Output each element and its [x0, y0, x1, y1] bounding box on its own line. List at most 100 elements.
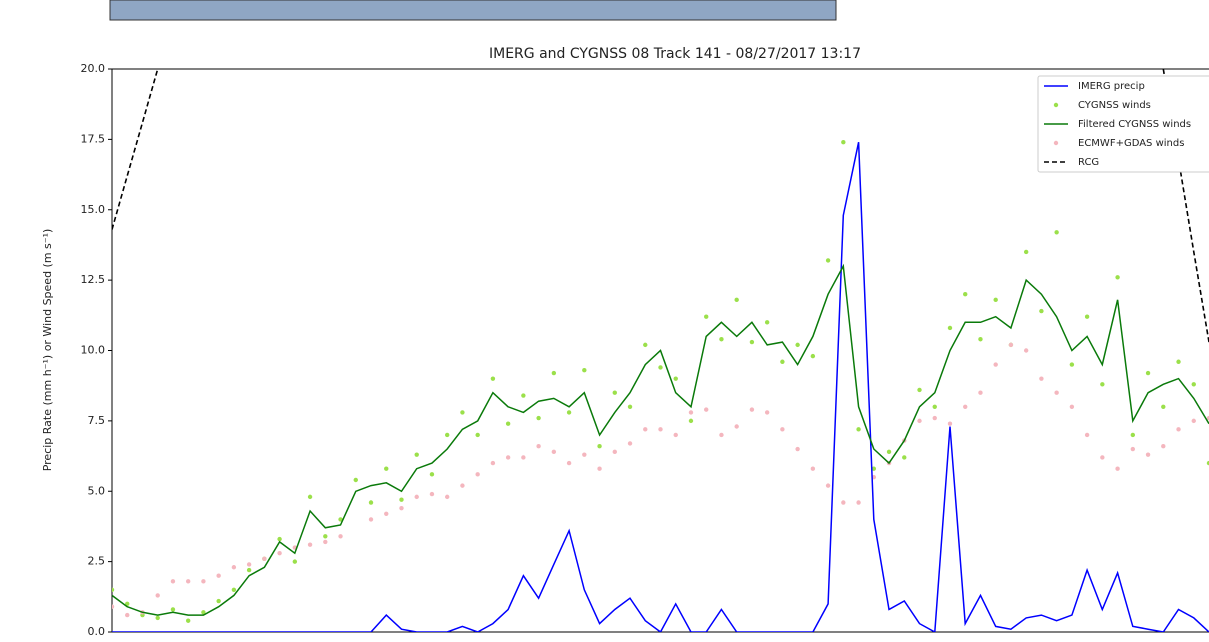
- series-dot: [597, 466, 602, 471]
- series-dot: [932, 415, 937, 421]
- series-dot: [338, 534, 343, 539]
- series-dot: [216, 573, 221, 578]
- series-dot: [231, 587, 237, 592]
- series-dot: [856, 427, 861, 432]
- series-dot: [1100, 382, 1105, 387]
- y-axis-label: Precip Rate (mm h⁻¹) or Wind Speed (m s⁻…: [41, 229, 54, 472]
- series-dot: [1084, 432, 1090, 438]
- series-dot: [323, 534, 328, 539]
- series-dot: [871, 466, 877, 471]
- series-dot: [963, 292, 968, 297]
- series-dot: [384, 511, 389, 516]
- series-dot: [963, 404, 968, 409]
- y-tick-label: 17.5: [81, 132, 106, 145]
- series-dot: [1206, 415, 1209, 421]
- series-dot: [673, 376, 678, 381]
- series-dot: [734, 424, 739, 429]
- series-dot: [795, 342, 800, 348]
- series-dot: [764, 410, 770, 415]
- series-dot: [1130, 432, 1136, 438]
- series-dot: [125, 601, 130, 607]
- series-dot: [947, 325, 953, 331]
- series-dot: [566, 460, 572, 466]
- series-dot: [490, 460, 496, 466]
- series-dot: [460, 410, 465, 415]
- series-line: [1162, 69, 1209, 343]
- series-dot: [1100, 455, 1105, 460]
- series-dot: [112, 587, 115, 592]
- series-dot: [566, 410, 572, 415]
- series-dot: [521, 455, 526, 460]
- series-dot: [505, 455, 511, 460]
- series-dot: [582, 452, 587, 457]
- series-dot: [841, 139, 846, 145]
- series-dot: [1145, 370, 1151, 376]
- series-line: [112, 69, 159, 230]
- series-dot: [201, 610, 206, 615]
- series-dot: [1161, 404, 1166, 409]
- series-dot: [734, 297, 739, 303]
- series-dot: [216, 598, 221, 604]
- series-line: [112, 142, 1209, 632]
- series-dot: [1008, 342, 1014, 348]
- series-dot: [627, 441, 633, 446]
- series-dot: [536, 444, 541, 449]
- series-dot: [1069, 404, 1075, 409]
- series-dot: [627, 404, 633, 409]
- y-tick-label: 2.5: [88, 555, 106, 568]
- series-dot: [673, 432, 678, 438]
- series-dot: [993, 362, 998, 367]
- legend-label: ECMWF+GDAS winds: [1078, 138, 1184, 149]
- series-dot: [825, 483, 831, 488]
- series-dot: [292, 559, 298, 564]
- series-dot: [551, 370, 557, 376]
- series-dot: [947, 421, 953, 426]
- series-dot: [429, 472, 435, 477]
- series-dot: [658, 427, 663, 432]
- series-dot: [1023, 249, 1029, 255]
- series-dot: [429, 491, 435, 497]
- series-dot: [917, 418, 922, 424]
- legend-label: RCG: [1078, 157, 1099, 168]
- series-dot: [262, 556, 267, 562]
- y-tick-label: 15.0: [81, 203, 106, 216]
- series-dot: [170, 607, 176, 612]
- series-dot: [490, 376, 496, 381]
- series-dot: [414, 494, 419, 500]
- series-dot: [1191, 382, 1196, 387]
- legend-label: IMERG precip: [1078, 81, 1145, 92]
- series-dot: [825, 258, 831, 263]
- series-dot: [155, 593, 160, 598]
- y-tick-label: 20.0: [81, 62, 106, 75]
- series-dot: [125, 612, 130, 618]
- series-dot: [246, 567, 252, 573]
- legend-marker: [1053, 140, 1059, 146]
- series-dot: [201, 579, 206, 584]
- series-dot: [917, 387, 922, 393]
- series-dot: [932, 404, 937, 409]
- series-dot: [1039, 308, 1044, 314]
- series-dot: [643, 427, 648, 432]
- series-dot: [1115, 466, 1120, 471]
- series-dot: [1054, 230, 1059, 235]
- series-dot: [231, 565, 237, 570]
- series-dot: [277, 536, 282, 542]
- series-dot: [719, 432, 724, 438]
- series-dot: [902, 455, 907, 460]
- series-dot: [688, 418, 694, 424]
- legend-label: CYGNSS winds: [1078, 100, 1151, 111]
- series-dot: [185, 579, 191, 584]
- series-dot: [1161, 444, 1166, 449]
- series-dot: [399, 505, 404, 511]
- series-dot: [749, 339, 755, 345]
- series-dot: [155, 615, 160, 621]
- series-dot: [1191, 418, 1196, 424]
- series-dot: [856, 500, 861, 505]
- series-dot: [749, 407, 755, 412]
- series-dot: [810, 353, 816, 359]
- series-dot: [704, 407, 709, 412]
- series-dot: [246, 562, 252, 567]
- series-dot: [1206, 460, 1209, 466]
